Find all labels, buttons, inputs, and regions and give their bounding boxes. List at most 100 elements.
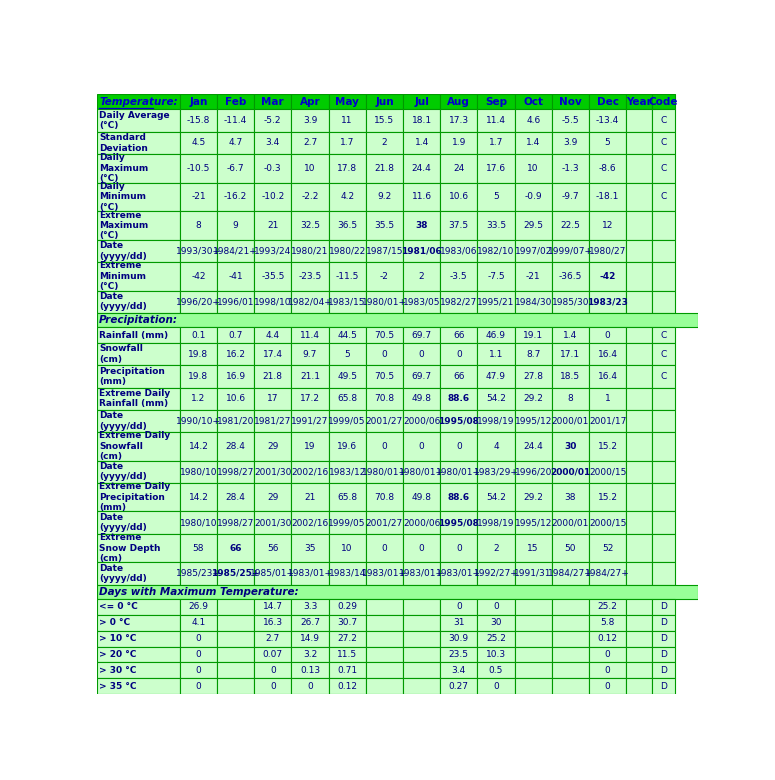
Bar bbox=[217, 432, 254, 461]
Bar bbox=[217, 211, 254, 239]
Text: 2.7: 2.7 bbox=[303, 138, 317, 147]
Bar bbox=[589, 132, 626, 154]
Bar bbox=[552, 211, 589, 239]
Text: 0: 0 bbox=[195, 666, 202, 675]
Text: 29: 29 bbox=[267, 441, 278, 451]
Bar bbox=[403, 365, 440, 388]
Text: Snowfall
(cm): Snowfall (cm) bbox=[99, 345, 143, 364]
Bar bbox=[291, 183, 329, 211]
Text: 1983/05: 1983/05 bbox=[403, 297, 440, 307]
Bar bbox=[291, 291, 329, 313]
Bar bbox=[477, 432, 515, 461]
Text: 21.1: 21.1 bbox=[300, 372, 320, 381]
Text: 5: 5 bbox=[604, 138, 611, 147]
Text: 1980/22: 1980/22 bbox=[329, 246, 366, 255]
Text: C: C bbox=[660, 193, 666, 201]
Bar bbox=[97, 679, 180, 694]
Text: 3.2: 3.2 bbox=[303, 650, 317, 659]
Bar bbox=[291, 132, 329, 154]
Bar bbox=[254, 534, 291, 562]
Bar bbox=[291, 679, 329, 694]
Text: 36.5: 36.5 bbox=[337, 221, 357, 230]
Text: 3.4: 3.4 bbox=[266, 138, 280, 147]
Bar bbox=[291, 512, 329, 534]
Bar bbox=[652, 599, 675, 615]
Bar bbox=[652, 94, 675, 109]
Text: 2000/06: 2000/06 bbox=[403, 518, 440, 527]
Text: 1995/08: 1995/08 bbox=[439, 518, 479, 527]
Text: 2001/17: 2001/17 bbox=[589, 417, 626, 425]
Text: 0: 0 bbox=[456, 544, 462, 552]
Text: 69.7: 69.7 bbox=[412, 331, 432, 339]
Bar bbox=[652, 388, 675, 410]
Text: Precipitation:: Precipitation: bbox=[99, 315, 178, 325]
Bar bbox=[180, 365, 217, 388]
Bar bbox=[626, 239, 652, 262]
Bar bbox=[97, 483, 180, 512]
Bar bbox=[652, 211, 675, 239]
Text: 1.4: 1.4 bbox=[526, 138, 540, 147]
Bar bbox=[552, 679, 589, 694]
Text: 1983/01+: 1983/01+ bbox=[399, 569, 444, 578]
Bar bbox=[403, 599, 440, 615]
Bar bbox=[180, 154, 217, 183]
Bar bbox=[97, 239, 180, 262]
Bar bbox=[97, 512, 180, 534]
Bar bbox=[652, 154, 675, 183]
Text: C: C bbox=[660, 138, 666, 147]
Bar bbox=[515, 109, 552, 132]
Text: -11.4: -11.4 bbox=[224, 116, 247, 125]
Text: Oct: Oct bbox=[523, 97, 543, 107]
Text: 3.9: 3.9 bbox=[563, 138, 577, 147]
Bar bbox=[626, 183, 652, 211]
Bar bbox=[440, 365, 477, 388]
Text: 1990/10+: 1990/10+ bbox=[176, 417, 221, 425]
Text: 38: 38 bbox=[415, 221, 428, 230]
Bar bbox=[652, 631, 675, 647]
Bar bbox=[254, 631, 291, 647]
Bar bbox=[97, 662, 180, 679]
Text: 31: 31 bbox=[453, 619, 464, 627]
Text: -11.5: -11.5 bbox=[336, 271, 359, 281]
Bar bbox=[366, 109, 403, 132]
Text: <= 0 °C: <= 0 °C bbox=[99, 602, 138, 612]
Bar bbox=[366, 327, 403, 343]
Bar bbox=[180, 211, 217, 239]
Text: D: D bbox=[660, 602, 666, 612]
Bar bbox=[515, 365, 552, 388]
Bar bbox=[626, 343, 652, 365]
Bar bbox=[291, 365, 329, 388]
Bar bbox=[515, 132, 552, 154]
Text: 0.71: 0.71 bbox=[337, 666, 357, 675]
Text: 19.1: 19.1 bbox=[523, 331, 543, 339]
Text: 66: 66 bbox=[229, 544, 242, 552]
Bar bbox=[652, 183, 675, 211]
Text: 1980/01+: 1980/01+ bbox=[362, 297, 407, 307]
Bar bbox=[403, 647, 440, 662]
Bar bbox=[626, 461, 652, 483]
Bar bbox=[652, 262, 675, 291]
Bar bbox=[477, 562, 515, 584]
Text: 30: 30 bbox=[564, 441, 577, 451]
Bar bbox=[254, 365, 291, 388]
Bar bbox=[477, 291, 515, 313]
Text: 9.2: 9.2 bbox=[377, 193, 391, 201]
Bar bbox=[552, 534, 589, 562]
Bar bbox=[403, 154, 440, 183]
Text: 26.7: 26.7 bbox=[300, 619, 320, 627]
Text: 1983/29+: 1983/29+ bbox=[474, 467, 518, 477]
Bar bbox=[217, 461, 254, 483]
Text: 15.2: 15.2 bbox=[598, 441, 618, 451]
Text: 24.4: 24.4 bbox=[412, 164, 432, 173]
Text: 0.1: 0.1 bbox=[191, 331, 205, 339]
Text: 52: 52 bbox=[602, 544, 613, 552]
Text: 1984/27+: 1984/27+ bbox=[585, 569, 630, 578]
Text: Extreme
Minimum
(°C): Extreme Minimum (°C) bbox=[99, 261, 146, 291]
Bar bbox=[291, 94, 329, 109]
Bar bbox=[589, 599, 626, 615]
Bar bbox=[366, 410, 403, 432]
Text: 11.5: 11.5 bbox=[337, 650, 357, 659]
Text: 9: 9 bbox=[232, 221, 239, 230]
Text: 21: 21 bbox=[267, 221, 278, 230]
Bar bbox=[97, 291, 180, 313]
